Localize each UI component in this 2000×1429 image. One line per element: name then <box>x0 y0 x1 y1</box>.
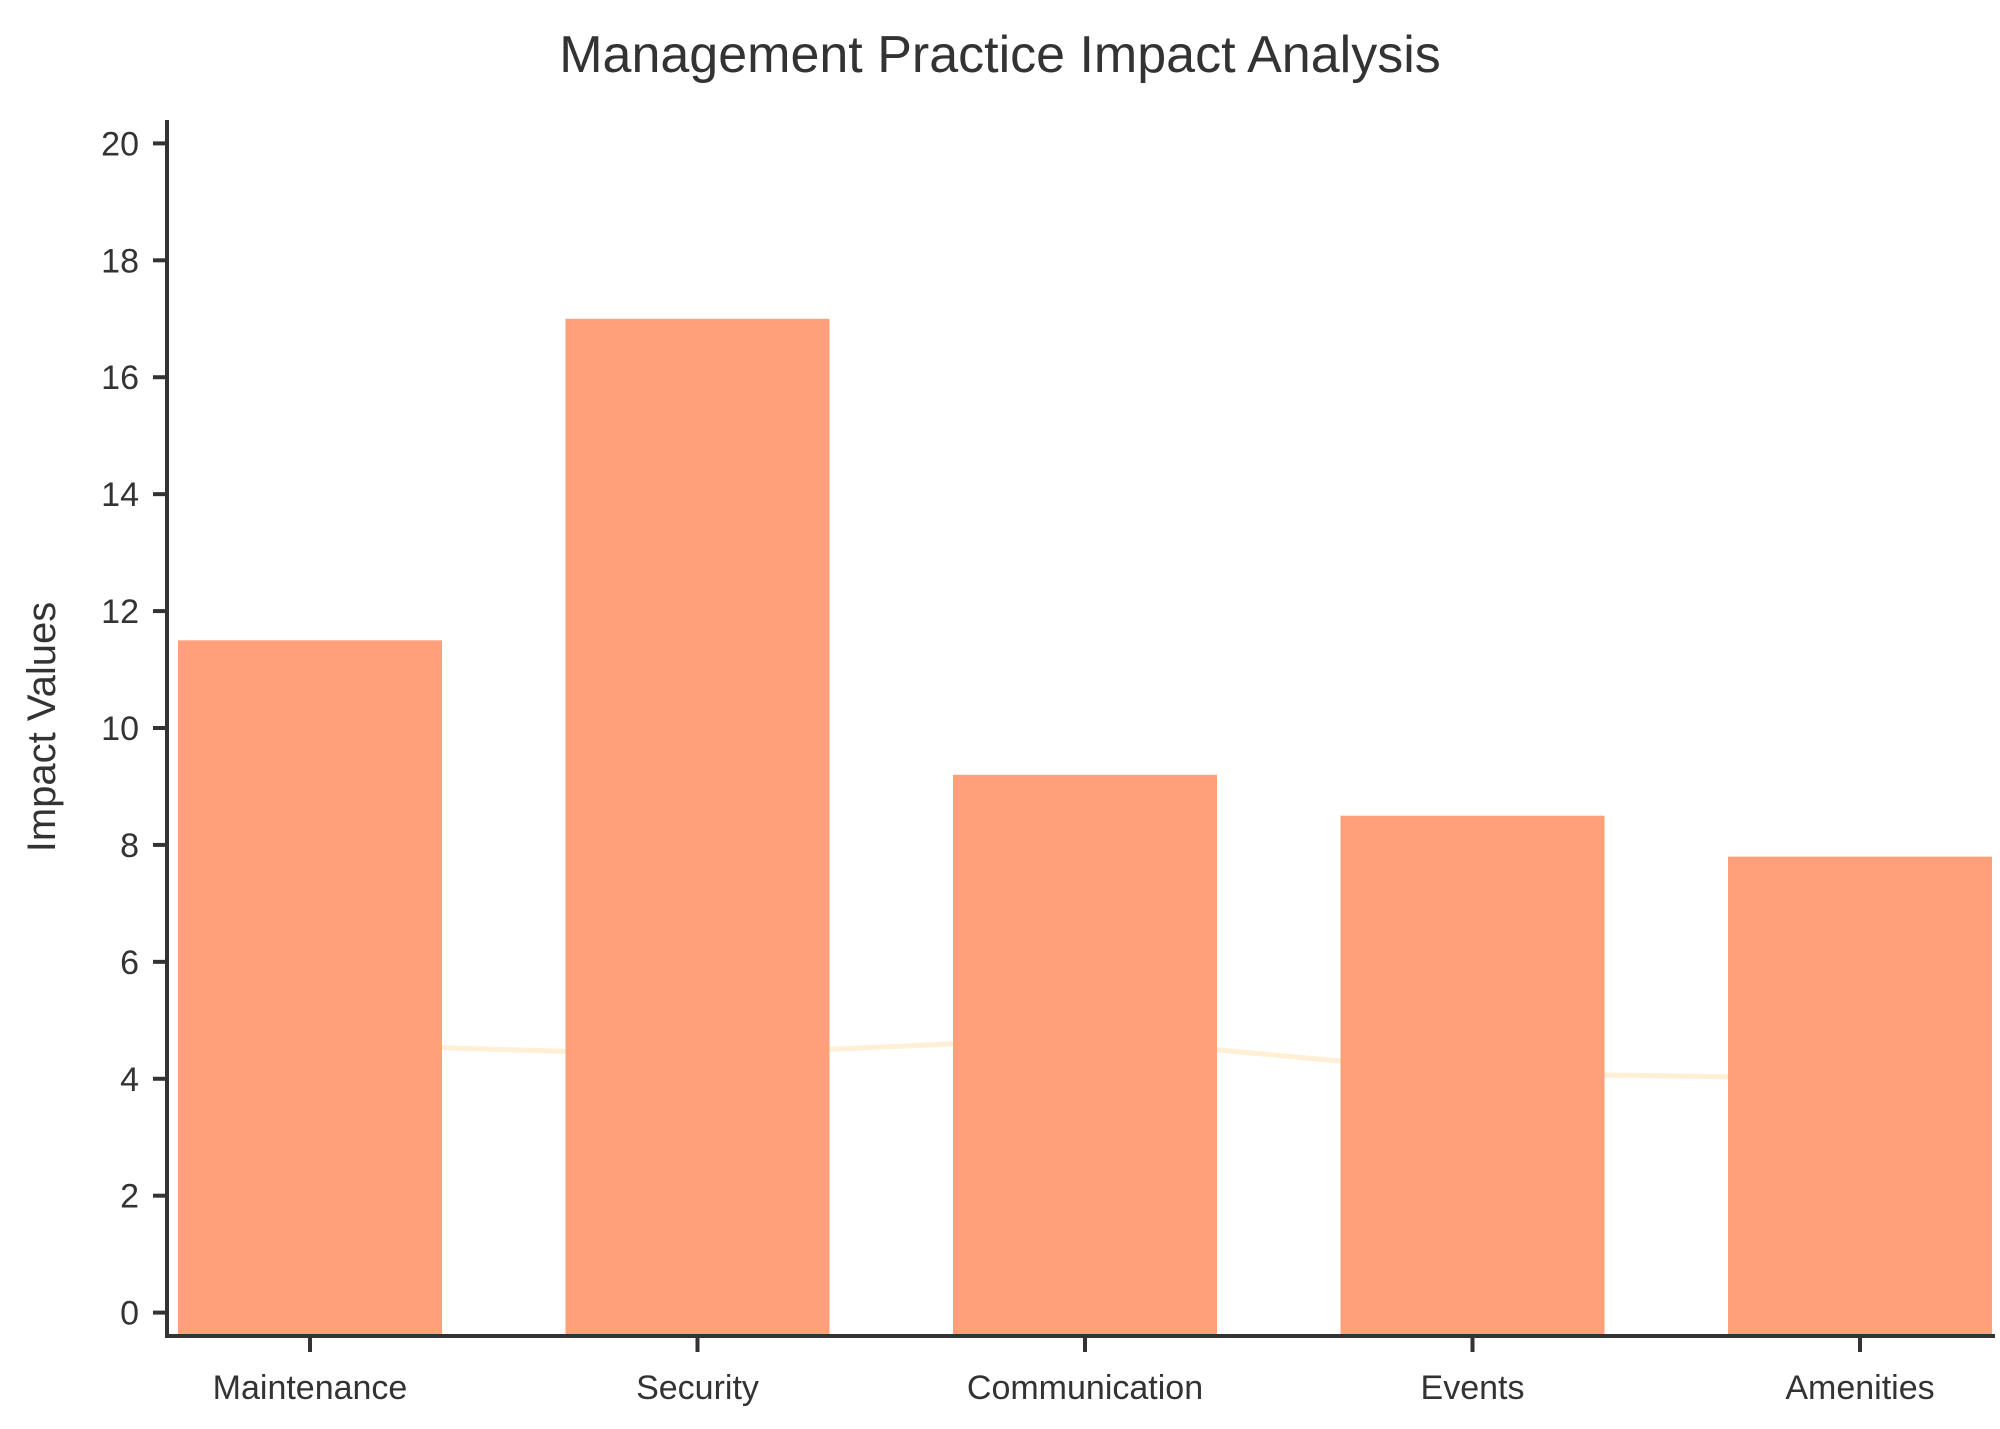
chart-title: Management Practice Impact Analysis <box>559 26 1441 84</box>
y-tick-label: 14 <box>101 476 139 514</box>
y-tick-label: 4 <box>120 1061 139 1099</box>
x-ticks: Maintenance Security Communication Events Am… <box>213 1336 1935 1407</box>
y-tick-label: 16 <box>101 359 139 397</box>
bar-security <box>565 318 830 1336</box>
y-tick-label: 6 <box>120 944 139 982</box>
y-tick-label: 0 <box>120 1295 139 1333</box>
bar-events <box>1340 815 1605 1336</box>
bar-maintenance <box>178 640 442 1336</box>
bar-communication <box>953 774 1217 1336</box>
y-ticks: 0 2 4 6 8 10 12 14 16 18 20 <box>101 125 167 1333</box>
y-axis-label: Impact Values <box>20 602 64 853</box>
x-tick-label: Communication <box>967 1369 1203 1407</box>
y-tick-label: 10 <box>101 710 139 748</box>
bar-amenities <box>1728 856 1992 1336</box>
y-tick-label: 18 <box>101 242 139 280</box>
x-tick-label: Amenities <box>1785 1369 1934 1407</box>
y-tick-label: 12 <box>101 593 139 631</box>
x-tick-label: Events <box>1421 1369 1525 1407</box>
y-tick-label: 8 <box>120 827 139 865</box>
y-tick-label: 2 <box>120 1178 139 1216</box>
bar-layer <box>178 318 1992 1336</box>
y-tick-label: 20 <box>101 125 139 163</box>
x-tick-label: Security <box>636 1369 759 1407</box>
x-tick-label: Maintenance <box>213 1369 408 1407</box>
